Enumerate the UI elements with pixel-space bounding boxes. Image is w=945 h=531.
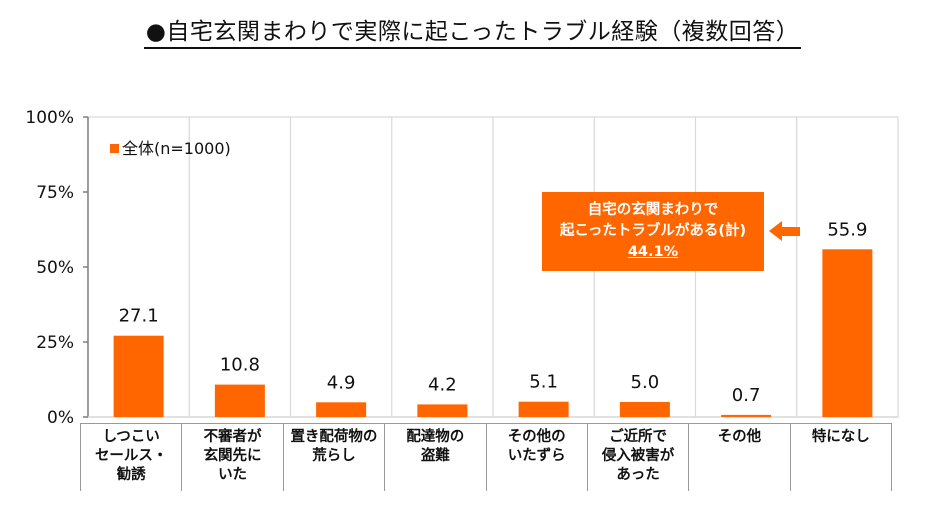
data-label: 5.0 [631,372,660,393]
bar [822,249,873,417]
y-tick-label: 100% [25,108,74,128]
y-tick-label: 75% [36,183,74,203]
callout-line-1: 自宅の玄関まわりで [587,202,719,218]
bar [316,402,367,417]
bar [214,384,265,417]
data-label: 10.8 [220,355,260,376]
category-label: ご近所で 侵入被害が あった [586,424,688,491]
category-label: 特になし [789,424,892,491]
data-label: 4.2 [428,374,457,395]
category-label: その他 [688,424,789,491]
legend-label: 全体(n=1000) [122,139,231,158]
total-trouble-callout: 自宅の玄関まわりで 起こったトラブルがある(計) 44.1% [542,192,764,271]
legend-swatch [110,144,119,153]
category-label: 配達物の 盗難 [384,424,485,491]
chart-title-text: ●自宅玄関まわりで実際に起こったトラブル経験（複数回答） [143,19,802,49]
category-label: しつこい セールス・ 勧誘 [80,424,181,491]
y-tick-label: 25% [36,333,74,353]
y-tick-label: 0% [47,408,74,428]
category-label-table: しつこい セールス・ 勧誘 不審者が 玄関先に いた 置き配荷物の 荒らし 配達物の … [80,423,892,491]
data-label: 27.1 [119,306,159,327]
bar [619,402,670,417]
category-label: その他の いたずら [485,424,587,491]
category-label: 不審者が 玄関先に いた [181,424,282,491]
chart-title: ●自宅玄関まわりで実際に起こったトラブル経験（複数回答） [0,12,945,49]
data-label: 4.9 [327,372,356,393]
data-label: 5.1 [529,372,558,393]
data-label: 0.7 [732,385,761,406]
y-tick-label: 50% [36,258,74,278]
callout-arrow-icon [769,221,800,241]
bar [417,404,468,417]
bar [518,401,569,417]
bar [721,414,772,417]
bar [113,335,164,417]
callout-value: 44.1% [627,244,679,260]
data-label: 55.9 [827,219,867,240]
category-label: 置き配荷物の 荒らし [282,424,384,491]
callout-line-2: 起こったトラブルがある(計) [559,223,747,239]
